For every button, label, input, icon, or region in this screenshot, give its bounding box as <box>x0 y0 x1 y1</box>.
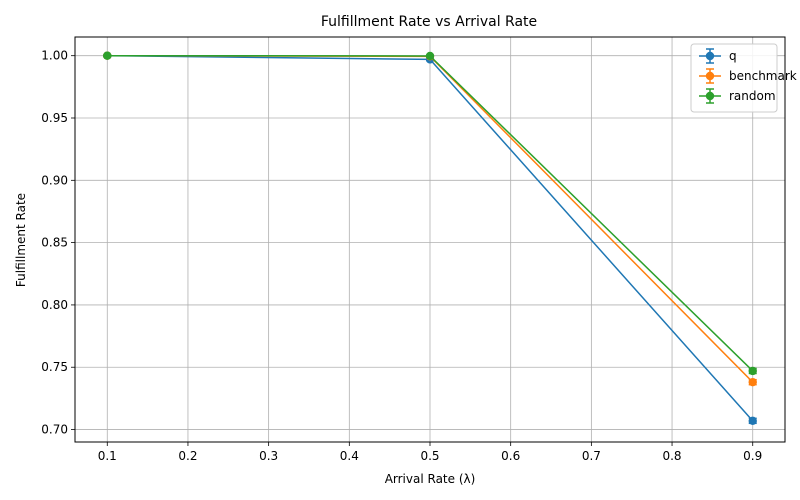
legend-label: benchmark <box>729 69 797 83</box>
y-tick-label: 0.70 <box>41 423 68 437</box>
data-point <box>748 377 757 387</box>
legend-item-random: random <box>699 88 776 104</box>
legend-item-q: q <box>699 48 737 64</box>
x-axis-ticks: 0.1 0.2 0.3 0.4 0.5 0.6 0.7 0.8 0.9 <box>98 442 762 463</box>
data-point <box>748 366 757 376</box>
x-tick-label: 0.1 <box>98 449 117 463</box>
y-axis-ticks: 0.70 0.75 0.80 0.85 0.90 0.95 1.00 <box>41 49 75 437</box>
legend-marker <box>705 51 715 61</box>
data-point <box>103 51 112 60</box>
legend: q benchmark random <box>690 43 797 113</box>
y-tick-label: 1.00 <box>41 49 68 63</box>
legend-marker <box>705 71 715 81</box>
x-tick-label: 0.3 <box>259 449 278 463</box>
series-random <box>103 51 757 376</box>
x-tick-label: 0.7 <box>582 449 601 463</box>
legend-label: q <box>729 49 737 63</box>
data-point <box>748 416 757 426</box>
x-axis-label: Arrival Rate (λ) <box>385 472 476 486</box>
chart-title: Fulfillment Rate vs Arrival Rate <box>321 14 537 30</box>
x-tick-label: 0.8 <box>662 449 681 463</box>
y-tick-label: 0.80 <box>41 298 68 312</box>
legend-label: random <box>729 89 776 103</box>
x-tick-label: 0.2 <box>178 449 197 463</box>
y-tick-label: 0.85 <box>41 236 68 250</box>
y-tick-label: 0.90 <box>41 173 68 187</box>
x-tick-label: 0.5 <box>420 449 439 463</box>
series-layer <box>103 51 757 426</box>
x-tick-label: 0.6 <box>501 449 520 463</box>
y-tick-label: 0.75 <box>41 360 68 374</box>
y-tick-label: 0.95 <box>41 111 68 125</box>
data-point <box>425 51 435 61</box>
y-axis-label: Fulfillment Rate <box>14 193 28 287</box>
gridlines <box>75 37 785 442</box>
x-tick-label: 0.9 <box>743 449 762 463</box>
x-tick-label: 0.4 <box>340 449 359 463</box>
legend-item-benchmark: benchmark <box>699 68 797 84</box>
legend-marker <box>705 91 715 101</box>
